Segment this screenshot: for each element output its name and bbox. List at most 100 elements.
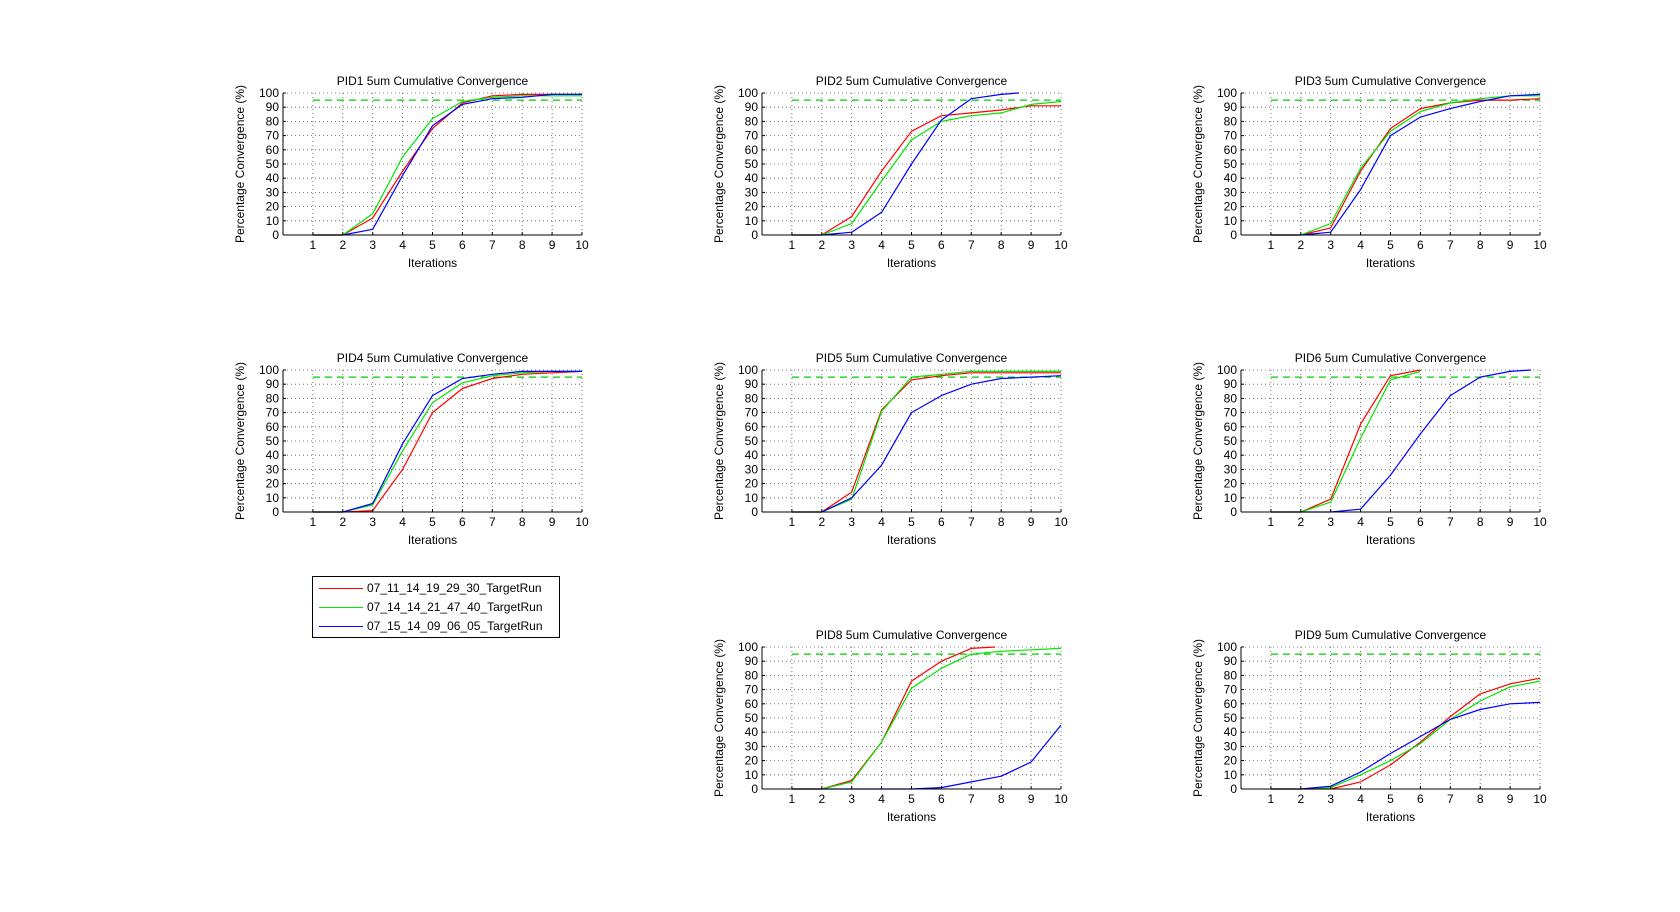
y-tick-label: 0: [1230, 505, 1237, 519]
y-tick-label: 50: [745, 434, 759, 448]
x-tick-label: 5: [908, 238, 915, 252]
legend-label-blue: 07_15_14_09_06_05_TargetRun: [367, 619, 543, 633]
y-tick-label: 0: [272, 228, 279, 242]
y-tick-label: 60: [1224, 143, 1238, 157]
y-tick-label: 70: [745, 129, 759, 143]
series-line-3: [791, 92, 1020, 236]
y-tick-label: 20: [266, 200, 280, 214]
x-tick-label: 2: [818, 792, 825, 806]
x-tick-label: 1: [789, 792, 796, 806]
x-tick-label: 2: [1297, 792, 1304, 806]
x-axis-label: Iterations: [887, 810, 936, 824]
x-tick-label: 9: [549, 238, 556, 252]
x-tick-label: 9: [1507, 515, 1514, 529]
y-tick-label: 10: [1224, 214, 1238, 228]
x-tick-label: 5: [1387, 515, 1394, 529]
y-tick-label: 10: [266, 214, 280, 228]
chart-legend: 07_11_14_19_29_30_TargetRun 07_14_14_21_…: [312, 576, 560, 638]
y-tick-label: 20: [745, 477, 759, 491]
x-tick-label: 10: [1533, 238, 1547, 252]
y-axis-label: Percentage Convergence (%): [1191, 362, 1205, 520]
y-tick-label: 70: [1224, 406, 1238, 420]
x-tick-label: 9: [549, 515, 556, 529]
y-tick-label: 80: [1224, 668, 1238, 682]
x-tick-label: 2: [339, 238, 346, 252]
x-tick-label: 8: [998, 792, 1005, 806]
x-tick-label: 10: [1533, 792, 1547, 806]
y-tick-label: 80: [1224, 114, 1238, 128]
y-axis-label: Percentage Convergence (%): [1191, 639, 1205, 797]
y-tick-label: 70: [745, 683, 759, 697]
y-tick-label: 50: [1224, 157, 1238, 171]
x-tick-label: 8: [1477, 238, 1484, 252]
y-tick-label: 50: [1224, 434, 1238, 448]
x-tick-label: 5: [908, 515, 915, 529]
series-line-2: [312, 370, 582, 513]
y-tick-label: 10: [745, 768, 759, 782]
y-tick-label: 10: [745, 491, 759, 505]
y-tick-label: 20: [266, 477, 280, 491]
y-tick-label: 40: [745, 725, 759, 739]
legend-entry-green: 07_14_14_21_47_40_TargetRun: [319, 598, 543, 616]
y-tick-label: 90: [266, 100, 280, 114]
plot-area: [283, 370, 582, 512]
x-tick-label: 2: [339, 515, 346, 529]
legend-swatch-green: [319, 606, 363, 608]
x-tick-label: 8: [1477, 792, 1484, 806]
series-line-2: [1270, 680, 1541, 790]
y-tick-label: 100: [259, 363, 279, 377]
x-tick-label: 5: [429, 238, 436, 252]
series-line-3: [1270, 701, 1541, 790]
x-tick-label: 1: [1268, 238, 1275, 252]
x-tick-label: 9: [1028, 238, 1035, 252]
y-tick-label: 70: [266, 129, 280, 143]
y-tick-label: 40: [745, 171, 759, 185]
x-tick-label: 1: [789, 238, 796, 252]
y-tick-label: 70: [1224, 683, 1238, 697]
x-tick-label: 8: [519, 515, 526, 529]
y-tick-label: 90: [745, 377, 759, 391]
y-tick-label: 10: [266, 491, 280, 505]
x-tick-label: 3: [1327, 792, 1334, 806]
y-tick-label: 0: [751, 228, 758, 242]
x-tick-label: 7: [968, 238, 975, 252]
plot-area: [762, 370, 1061, 512]
x-tick-label: 8: [1477, 515, 1484, 529]
y-tick-label: 30: [266, 462, 280, 476]
y-tick-label: 30: [745, 739, 759, 753]
y-tick-label: 80: [745, 114, 759, 128]
y-tick-label: 0: [272, 505, 279, 519]
y-tick-label: 100: [738, 640, 758, 654]
x-tick-label: 5: [429, 515, 436, 529]
y-tick-label: 90: [1224, 100, 1238, 114]
y-tick-label: 80: [1224, 391, 1238, 405]
y-tick-label: 60: [1224, 697, 1238, 711]
y-tick-label: 90: [745, 100, 759, 114]
legend-swatch-blue: [319, 625, 363, 627]
x-tick-label: 7: [968, 515, 975, 529]
y-tick-label: 20: [1224, 477, 1238, 491]
x-tick-label: 6: [459, 515, 466, 529]
chart-title: PID8 5um Cumulative Convergence: [816, 628, 1008, 642]
y-tick-label: 90: [745, 654, 759, 668]
y-tick-label: 20: [745, 200, 759, 214]
series-line-2: [1270, 95, 1540, 236]
x-tick-label: 8: [998, 515, 1005, 529]
x-tick-label: 9: [1028, 515, 1035, 529]
y-axis-label: Percentage Convergence (%): [712, 639, 726, 797]
y-tick-label: 60: [266, 420, 280, 434]
y-tick-label: 100: [738, 363, 758, 377]
legend-label-green: 07_14_14_21_47_40_TargetRun: [367, 600, 543, 614]
y-axis-label: Percentage Convergence (%): [712, 362, 726, 520]
x-tick-label: 6: [1417, 515, 1424, 529]
x-tick-label: 9: [1507, 792, 1514, 806]
series-line-1: [312, 370, 583, 513]
y-tick-label: 60: [745, 143, 759, 157]
y-tick-label: 20: [745, 754, 759, 768]
y-tick-label: 90: [266, 377, 280, 391]
